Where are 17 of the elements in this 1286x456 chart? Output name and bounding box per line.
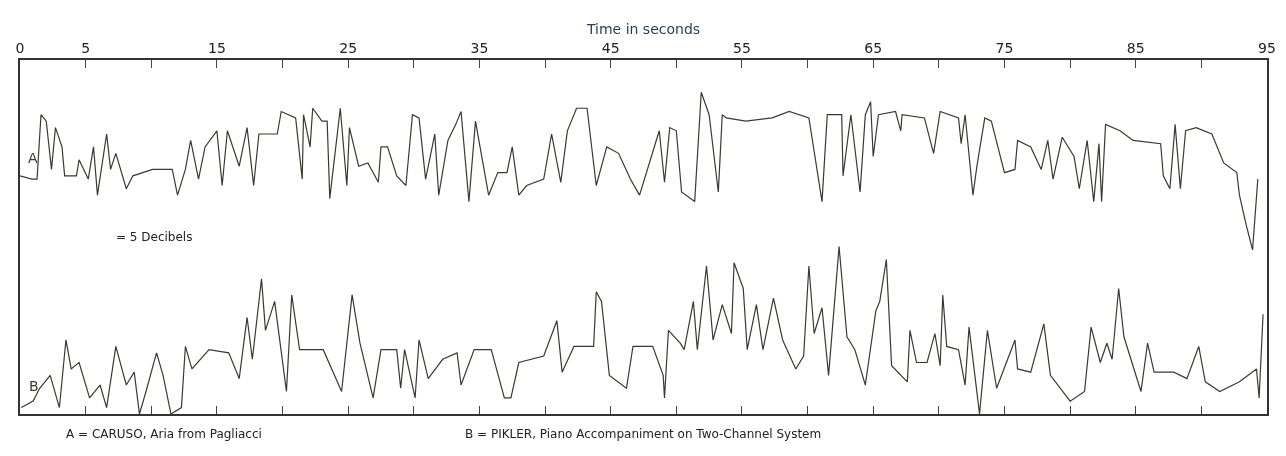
x-tick-label: 65 xyxy=(864,39,883,56)
x-tick-label: 55 xyxy=(733,39,751,56)
text: A = CARUSO, Aria from Pagliacci xyxy=(66,427,262,441)
x-tick-label: 45 xyxy=(601,39,620,56)
x-axis-title: Time in seconds xyxy=(585,20,701,37)
x-tick-label: 35 xyxy=(470,39,489,56)
x-tick-label: 0 xyxy=(15,39,25,56)
x-tick-label: 5 xyxy=(81,39,91,56)
x-tick-label: 95 xyxy=(1258,39,1276,56)
x-tick-label: 25 xyxy=(339,39,358,56)
text: B = PIKLER, Piano Accompaniment on Two-Channel System xyxy=(465,427,822,441)
x-tick-label: 85 xyxy=(1126,39,1145,56)
x-tick-label: 15 xyxy=(207,39,226,56)
series-label: A xyxy=(28,150,38,166)
annotation: = 5 Decibels xyxy=(116,230,193,244)
series-label: B xyxy=(29,378,39,394)
x-tick-label: 75 xyxy=(995,39,1014,56)
